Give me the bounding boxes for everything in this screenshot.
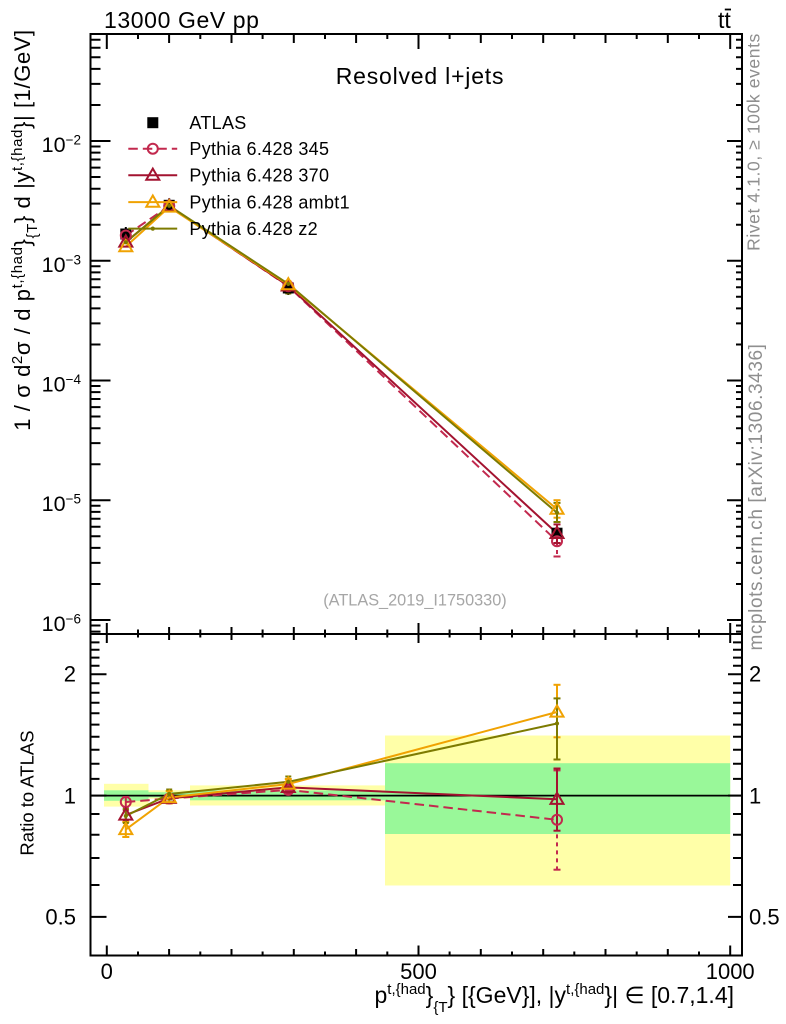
svg-text:Pythia 6.428 370: Pythia 6.428 370 [189,165,329,185]
svg-text:Pythia 6.428 z2: Pythia 6.428 z2 [189,219,318,239]
svg-text:Pythia 6.428 345: Pythia 6.428 345 [189,139,329,159]
svg-text:0: 0 [101,959,113,984]
svg-text:tt: tt [718,7,731,33]
svg-text:Ratio to ATLAS: Ratio to ATLAS [17,730,38,855]
svg-text:Resolved l+jets: Resolved l+jets [336,63,505,89]
svg-text:1000: 1000 [706,959,755,984]
svg-text:mcplots.cern.ch [arXiv:1306.34: mcplots.cern.ch [arXiv:1306.3436] [746,343,767,650]
svg-text:500: 500 [400,959,437,984]
svg-text:1: 1 [749,784,761,809]
svg-text:2: 2 [64,662,76,687]
svg-text:13000 GeV pp: 13000 GeV pp [104,7,260,33]
svg-text:0.5: 0.5 [45,905,76,930]
svg-text:0.5: 0.5 [749,905,780,930]
svg-text:2: 2 [749,662,761,687]
svg-text:ATLAS: ATLAS [189,113,246,133]
svg-text:(ATLAS_2019_I1750330): (ATLAS_2019_I1750330) [323,592,506,610]
svg-text:Pythia 6.428 ambt1: Pythia 6.428 ambt1 [189,192,350,212]
svg-text:Rivet 4.1.0, ≥ 100k events: Rivet 4.1.0, ≥ 100k events [744,33,764,251]
svg-text:1: 1 [64,784,76,809]
